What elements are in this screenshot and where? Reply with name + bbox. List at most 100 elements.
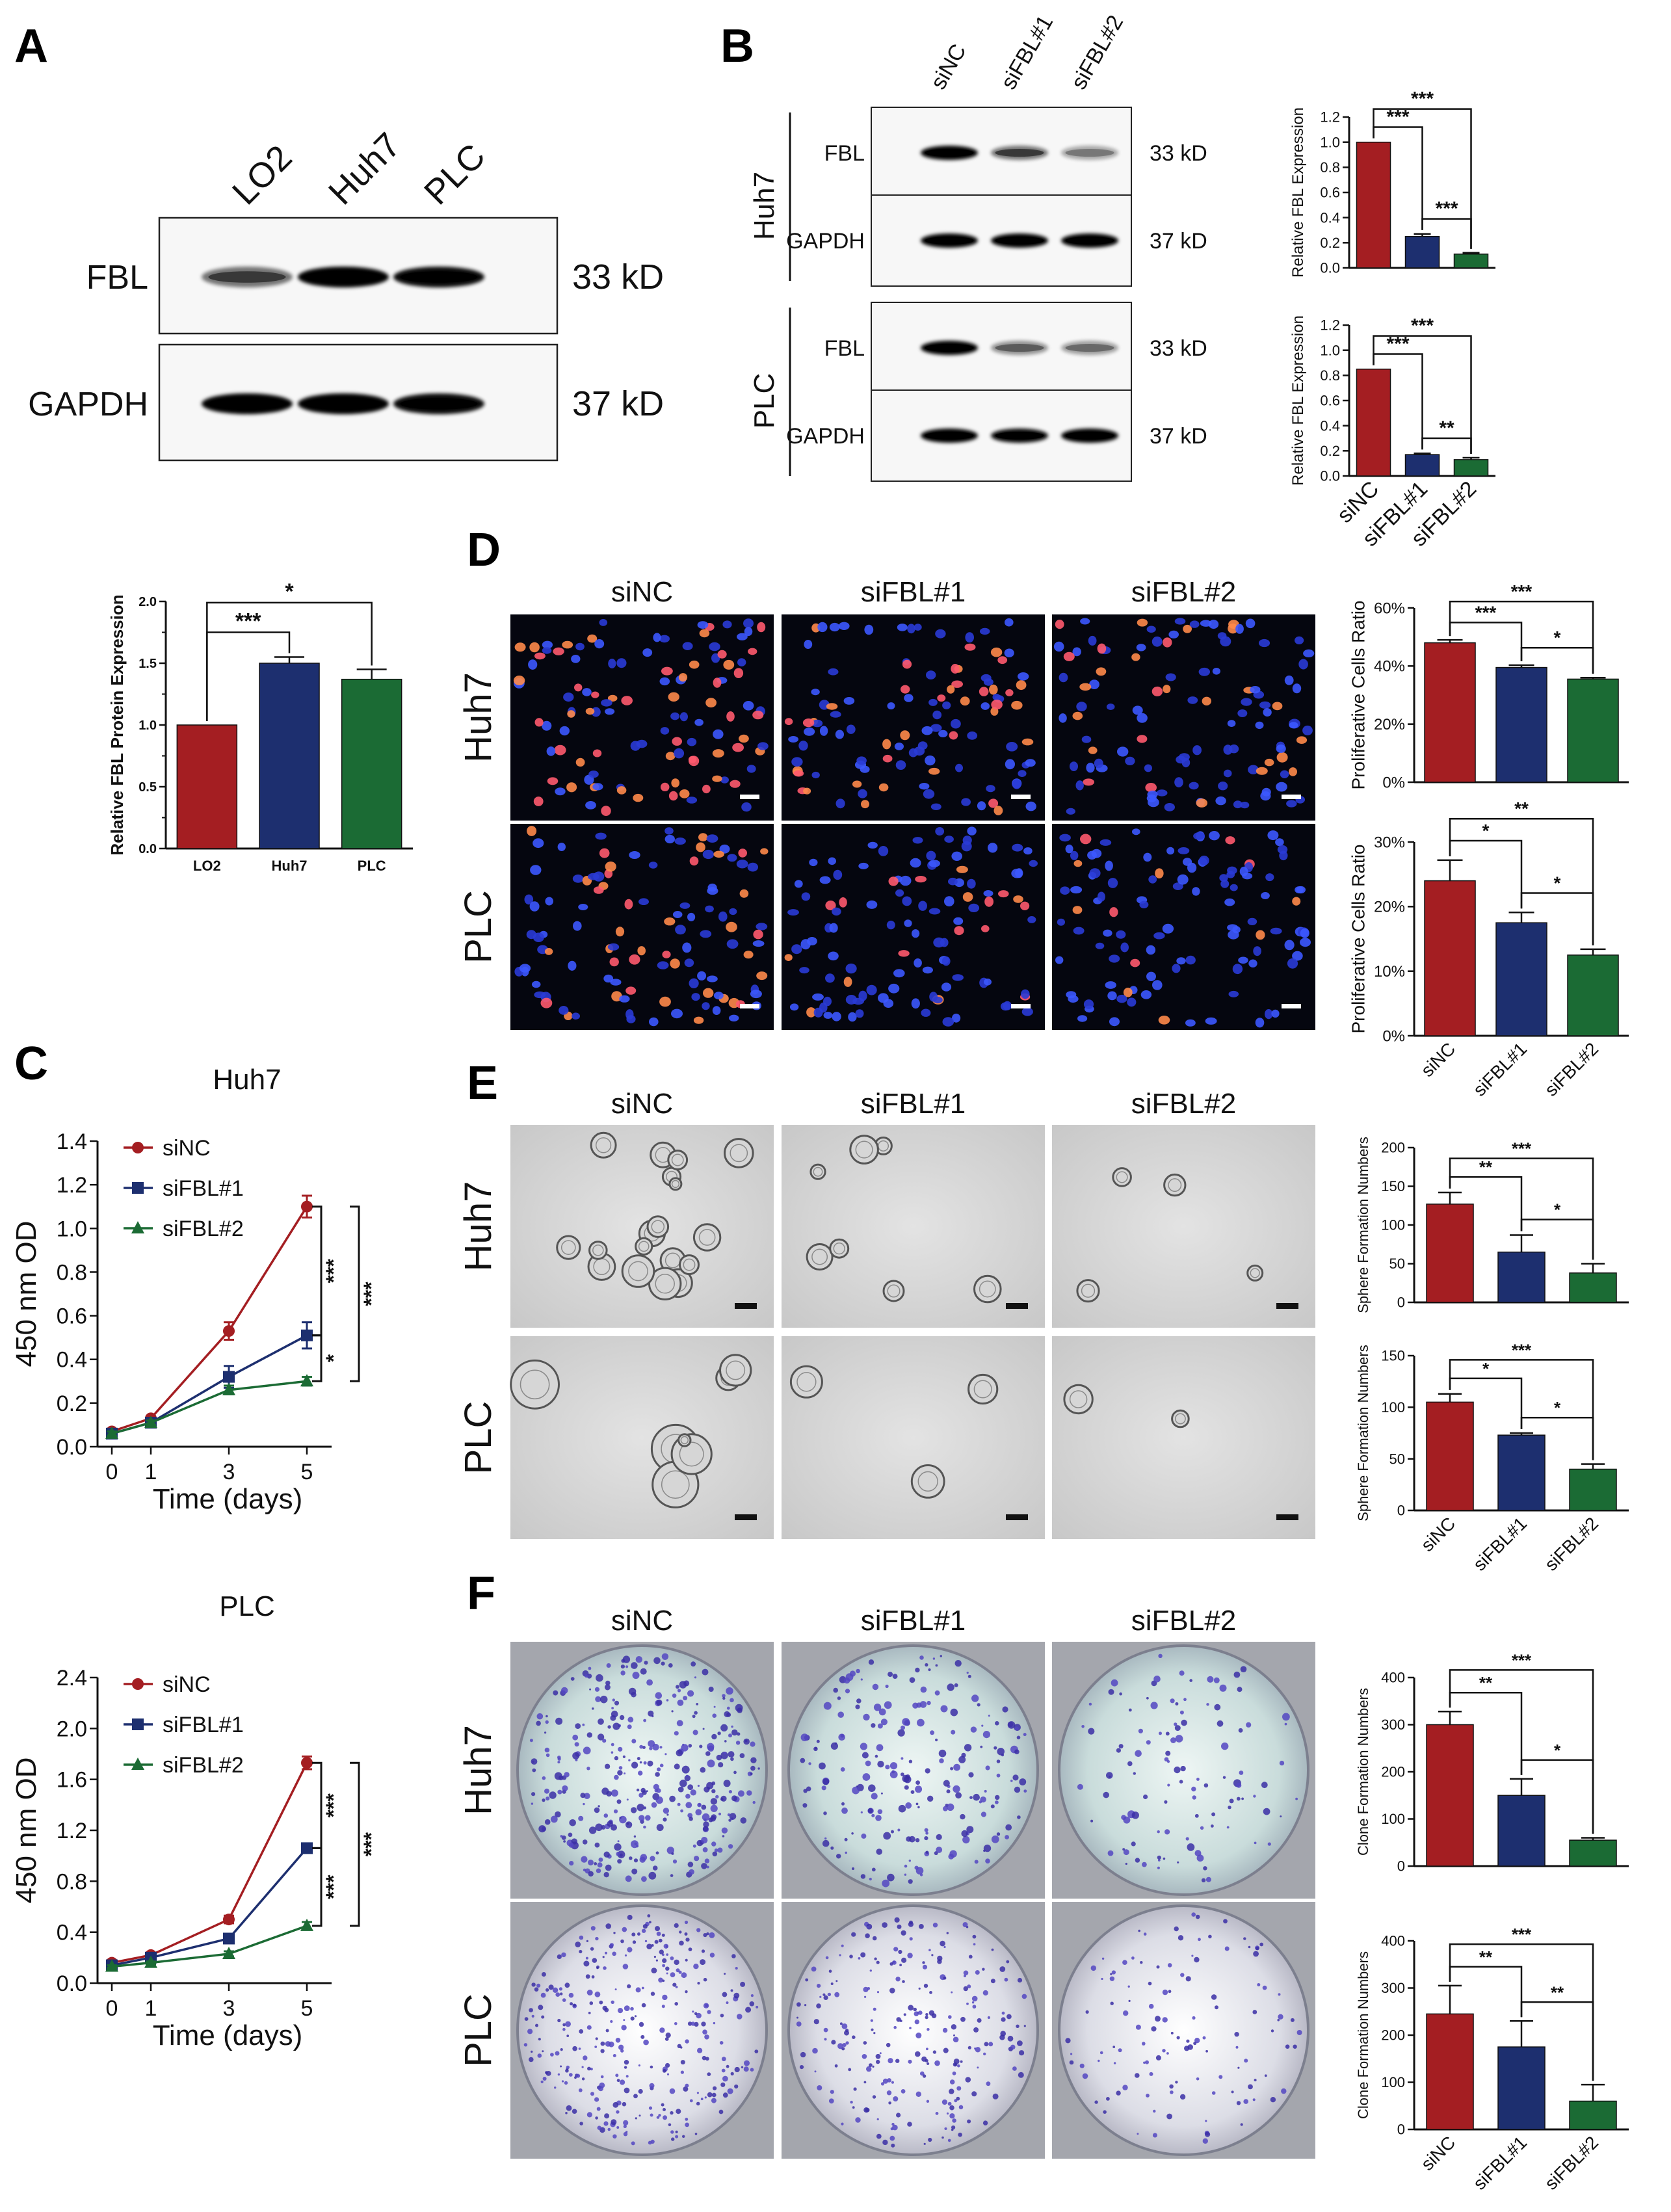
colony (953, 2036, 959, 2043)
band-core (208, 398, 286, 410)
colony (595, 1696, 601, 1702)
colony (1110, 1973, 1112, 1975)
colony (605, 2029, 609, 2033)
colony (641, 1929, 646, 1933)
colony (741, 2066, 744, 2069)
colony (724, 1740, 727, 1743)
colony (586, 1767, 590, 1771)
bracket-line (1449, 1359, 1594, 1460)
nucleus-dot (968, 903, 980, 912)
colony (647, 1914, 651, 1917)
colony (712, 1851, 718, 1857)
colony (560, 1835, 563, 1838)
sphere-inner (520, 1369, 550, 1400)
nucleus-dot (605, 708, 615, 715)
nucleus-dot (568, 960, 577, 971)
colony (1131, 1841, 1136, 1847)
nucleus-dot (1205, 1017, 1217, 1025)
nucleus-dot (672, 737, 682, 746)
colony (644, 1661, 648, 1665)
nucleus-dot (1005, 759, 1015, 770)
bracket-line (1449, 600, 1594, 674)
colony (923, 2142, 926, 2145)
colony (612, 1698, 615, 1702)
colony (944, 2127, 947, 2130)
colony (1211, 1812, 1216, 1817)
colony (611, 1751, 614, 1754)
category-label: siFBL#2 (1541, 1038, 1603, 1100)
colony (616, 1851, 621, 1856)
colony (886, 2042, 891, 2047)
colony (688, 1947, 692, 1952)
colony (612, 1722, 620, 1730)
colony (561, 1687, 568, 1694)
colony (685, 1774, 689, 1778)
colony (562, 1785, 568, 1791)
colony (541, 1972, 546, 1977)
colony (965, 2077, 971, 2083)
colony (845, 1689, 850, 1694)
nucleus-dot (951, 718, 961, 729)
colony (726, 1706, 730, 1710)
colony (675, 2130, 678, 2133)
colony (568, 1832, 573, 1837)
colony (710, 1804, 718, 1812)
colony (943, 1976, 947, 1980)
colony (604, 2007, 609, 2012)
sphere (668, 1177, 683, 1191)
scale-bar (1011, 1004, 1031, 1008)
colony (734, 2066, 740, 2073)
colony (641, 1986, 644, 1990)
colony (1222, 1776, 1226, 1779)
colony-dish-image (782, 1642, 1045, 1899)
colony (594, 1991, 601, 1997)
significance-stars: *** (1512, 1925, 1532, 1944)
colony (721, 2057, 726, 2062)
colony (926, 2100, 930, 2103)
panel-label-d: D (467, 524, 501, 576)
lane-label-plc: PLC (417, 137, 493, 213)
colony (885, 1765, 890, 1770)
nucleus-dot (838, 622, 850, 630)
sphere (829, 1238, 850, 1259)
colony (1111, 1679, 1118, 1687)
colony (969, 1796, 973, 1800)
colony (614, 1843, 622, 1851)
colony (580, 1793, 586, 1798)
nucleus-dot (894, 743, 904, 750)
colony (631, 1692, 637, 1698)
bracket-line (312, 1847, 322, 1927)
nucleus-dot (1070, 850, 1079, 860)
colony (1070, 2053, 1073, 2055)
nucleus-dot (609, 957, 619, 967)
cell-line-label-plc: PLC (748, 373, 780, 429)
protein-label: FBL (824, 141, 865, 166)
nucleus-dot (1151, 686, 1163, 696)
sphere (588, 1241, 608, 1260)
image-background (1052, 1336, 1315, 1539)
colony (546, 1988, 549, 1992)
colony (572, 1752, 580, 1759)
colony (960, 2060, 963, 2063)
nucleus-dot (684, 958, 694, 968)
colony (569, 1861, 574, 1866)
y-tick-label: 0.4 (1320, 209, 1340, 226)
colony (882, 2078, 888, 2084)
colony (694, 2133, 698, 2135)
colony (731, 1795, 737, 1802)
nucleus-dot (1070, 761, 1078, 771)
colony (555, 1992, 560, 1997)
colony (603, 1813, 609, 1818)
colony (595, 2037, 598, 2040)
nucleus-dot (933, 937, 945, 948)
band (921, 233, 978, 248)
colony (882, 1879, 890, 1888)
colony (1014, 1786, 1021, 1793)
nucleus-dot (574, 683, 583, 692)
colony (1192, 1795, 1196, 1800)
colony (712, 1713, 717, 1718)
bar-sifbl1 (1497, 2046, 1546, 2130)
colony (564, 1772, 570, 1778)
colony (598, 1857, 603, 1862)
colony (1118, 1744, 1124, 1749)
